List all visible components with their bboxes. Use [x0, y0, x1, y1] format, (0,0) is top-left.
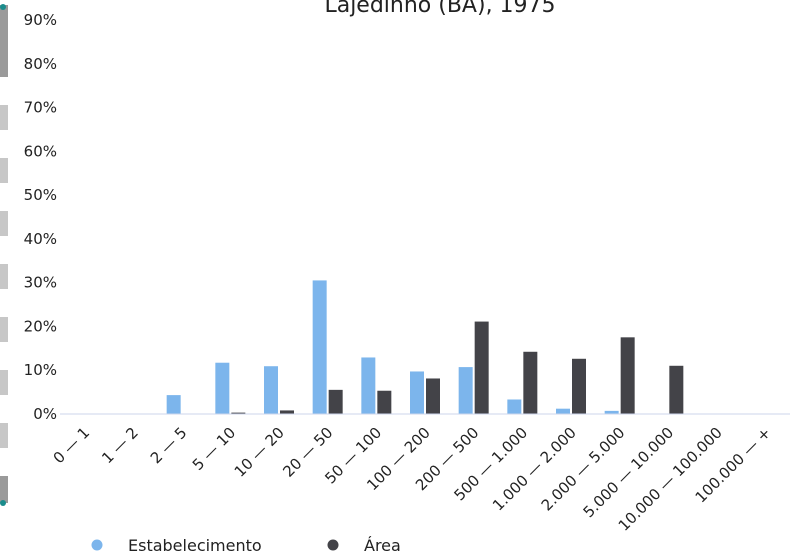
x-tick-label: 2.000 — 5.000 [538, 424, 629, 515]
bar-area[interactable] [231, 412, 246, 414]
bar-area[interactable] [426, 378, 440, 414]
bar-estabelecimento[interactable] [458, 367, 473, 414]
y-tick-label: 20% [24, 317, 57, 335]
bar-estabelecimento[interactable] [166, 395, 181, 414]
legend: Estabelecimento Área [91, 536, 401, 555]
y-tick-label: 90% [24, 11, 57, 29]
x-tick-label: 0 — 1 [50, 424, 94, 468]
y-tick-label: 60% [24, 142, 57, 160]
bar-estabelecimento[interactable] [556, 408, 570, 414]
x-tick-label: 5.000 — 10.000 [580, 424, 678, 522]
y-tick-label: 30% [24, 274, 57, 292]
bar-area[interactable] [572, 358, 586, 414]
y-tick-label: 80% [24, 55, 57, 73]
bar-area[interactable] [377, 390, 392, 414]
legend-label[interactable]: Estabelecimento [128, 536, 262, 555]
chart-title: Lajedinho (BA), 1975 [324, 0, 555, 18]
x-tick-label: 2 — 5 [147, 424, 191, 468]
bar-estabelecimento[interactable] [264, 366, 278, 414]
bar-area[interactable] [280, 410, 294, 414]
bar-estabelecimento[interactable] [361, 357, 376, 414]
y-tick-label: 40% [24, 230, 57, 248]
y-tick-label: 0% [33, 405, 57, 423]
x-tick-label: 1.000 — 2.000 [489, 424, 580, 515]
legend-marker[interactable] [91, 539, 103, 551]
bar-area[interactable] [523, 351, 538, 414]
bar-area[interactable] [620, 337, 635, 414]
bar-estabelecimento[interactable] [215, 362, 230, 414]
x-tick-label: 10 — 20 [231, 424, 288, 481]
x-tick-label: 1 — 2 [98, 424, 142, 468]
bars-group [166, 280, 684, 414]
bar-area[interactable] [669, 365, 684, 414]
y-tick-label: 50% [24, 186, 57, 204]
y-axis: 0% 10% 20% 30% 40% 50% 60% 70% 80% 90% [24, 11, 57, 423]
y-tick-label: 10% [24, 361, 57, 379]
legend-marker[interactable] [327, 539, 339, 551]
legend-label[interactable]: Área [364, 536, 401, 555]
y-tick-label: 70% [24, 99, 57, 117]
bar-estabelecimento[interactable] [507, 399, 522, 414]
bar-estabelecimento[interactable] [312, 280, 327, 414]
bar-area[interactable] [328, 389, 343, 414]
bar-estabelecimento[interactable] [604, 410, 619, 414]
left-edge-strip [0, 4, 8, 506]
bar-area[interactable] [474, 321, 489, 414]
bar-estabelecimento[interactable] [410, 371, 424, 414]
